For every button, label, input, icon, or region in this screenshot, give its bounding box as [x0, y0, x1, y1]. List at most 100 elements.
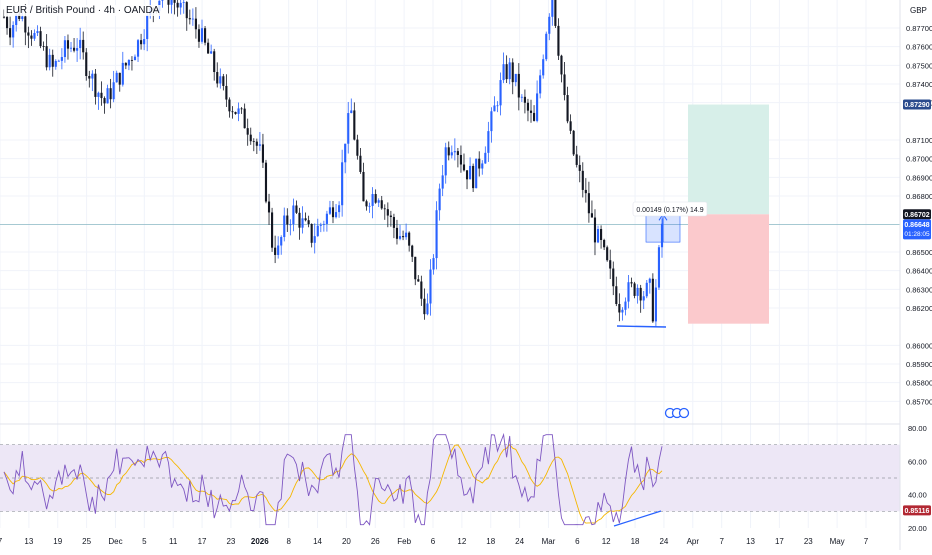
candle-body: [185, 2, 188, 19]
candle-body: [502, 64, 505, 81]
price-label-text: 0.86648: [904, 222, 929, 229]
candle-body: [124, 62, 127, 66]
candle-body: [286, 215, 289, 225]
candle-body: [341, 162, 344, 206]
price-tick-label: 0.87000: [906, 155, 932, 164]
candle-body: [222, 76, 225, 86]
candle-body: [462, 164, 466, 171]
candle-body: [362, 171, 365, 202]
candle-body: [551, 0, 554, 17]
time-tick-label: 11: [169, 537, 178, 546]
candle-body: [15, 14, 18, 26]
candle-body: [353, 110, 356, 140]
candle-body: [12, 25, 15, 38]
time-tick-label: Dec: [108, 537, 122, 546]
candle-body: [377, 200, 380, 203]
candle-body: [112, 82, 115, 100]
candle-body: [216, 72, 219, 84]
time-tick-label: 18: [631, 537, 640, 546]
candle-body: [609, 260, 612, 269]
candle-body: [539, 75, 542, 94]
time-tick-label: 20: [342, 537, 351, 546]
candle-body: [213, 51, 216, 73]
candle-body: [438, 188, 441, 211]
candle-body: [280, 237, 283, 246]
candle-body: [76, 48, 79, 51]
candle-body: [258, 144, 261, 146]
candle-body: [517, 73, 520, 98]
candle-body: [179, 2, 182, 8]
candle-body: [575, 154, 578, 165]
candle-body: [210, 51, 213, 54]
candle-body: [633, 283, 636, 296]
candle-body: [100, 92, 103, 99]
candle-body: [618, 303, 621, 313]
candle-body: [88, 75, 91, 79]
price-tick-label: 0.87100: [906, 136, 932, 145]
candle-body: [639, 287, 642, 301]
price-label-text: 0.86702: [904, 212, 929, 219]
candle-body: [60, 57, 63, 61]
candle-body: [441, 175, 444, 189]
candle-body: [368, 205, 371, 207]
stop-zone: [688, 214, 769, 324]
long-position-tool: [688, 104, 769, 324]
price-tick-label: 0.86900: [906, 173, 932, 182]
candle-body: [319, 224, 322, 226]
time-tick-label: 24: [515, 537, 524, 546]
candle-body: [478, 158, 481, 169]
candle-body: [298, 212, 301, 228]
candle-body: [496, 105, 499, 107]
candle-body: [648, 278, 651, 283]
price-label-badge: [903, 209, 931, 220]
candle-body: [350, 110, 353, 114]
rsi-tick-label: 60.00: [908, 457, 927, 466]
time-tick-label: 25: [82, 537, 91, 546]
candle-body: [606, 247, 609, 261]
candle-body: [182, 2, 185, 3]
candle-body: [560, 55, 563, 75]
target-zone: [688, 104, 769, 215]
candle-body: [121, 62, 124, 85]
candle-body: [176, 2, 179, 8]
candle-body: [274, 247, 277, 255]
time-tick-label: 14: [313, 537, 322, 546]
candle-body: [313, 236, 316, 243]
candle-body: [487, 131, 490, 153]
candle-body: [508, 62, 511, 80]
candle-body: [316, 225, 319, 237]
candles: [2, 0, 664, 328]
price-tick-label: 0.86300: [906, 285, 932, 294]
candle-body: [261, 144, 265, 163]
candle-body: [660, 223, 664, 248]
candle-body: [289, 224, 292, 226]
candle-body: [548, 16, 551, 34]
candle-body: [328, 207, 332, 214]
time-tick-label: 17: [775, 537, 784, 546]
time-axis: 7131925Dec511172320268142026Feb6121824Ma…: [0, 537, 869, 546]
candle-body: [237, 108, 240, 114]
time-tick-label: 6: [431, 537, 436, 546]
time-tick-label: 7: [719, 537, 724, 546]
candle-body: [356, 139, 359, 156]
candle-body: [499, 80, 502, 106]
price-tick-label: 0.87700: [906, 24, 932, 33]
symbol-title[interactable]: EUR / British Pound · 4h · OANDA: [4, 5, 162, 16]
price-tick-label: 0.87400: [906, 80, 932, 89]
candle-body: [432, 258, 435, 270]
candle-body: [572, 130, 575, 155]
candle-body: [277, 245, 280, 255]
time-tick-label: 6: [575, 537, 580, 546]
candle-body: [405, 232, 408, 238]
candle-body: [292, 205, 295, 225]
rsi-tick-label: 40.00: [908, 491, 927, 500]
candle-body: [566, 95, 569, 122]
candle-body: [325, 213, 328, 224]
candle-body: [255, 141, 258, 146]
candle-body: [94, 73, 97, 97]
candle-body: [654, 287, 657, 322]
candle-body: [133, 56, 137, 61]
time-tick-label: 26: [371, 537, 380, 546]
